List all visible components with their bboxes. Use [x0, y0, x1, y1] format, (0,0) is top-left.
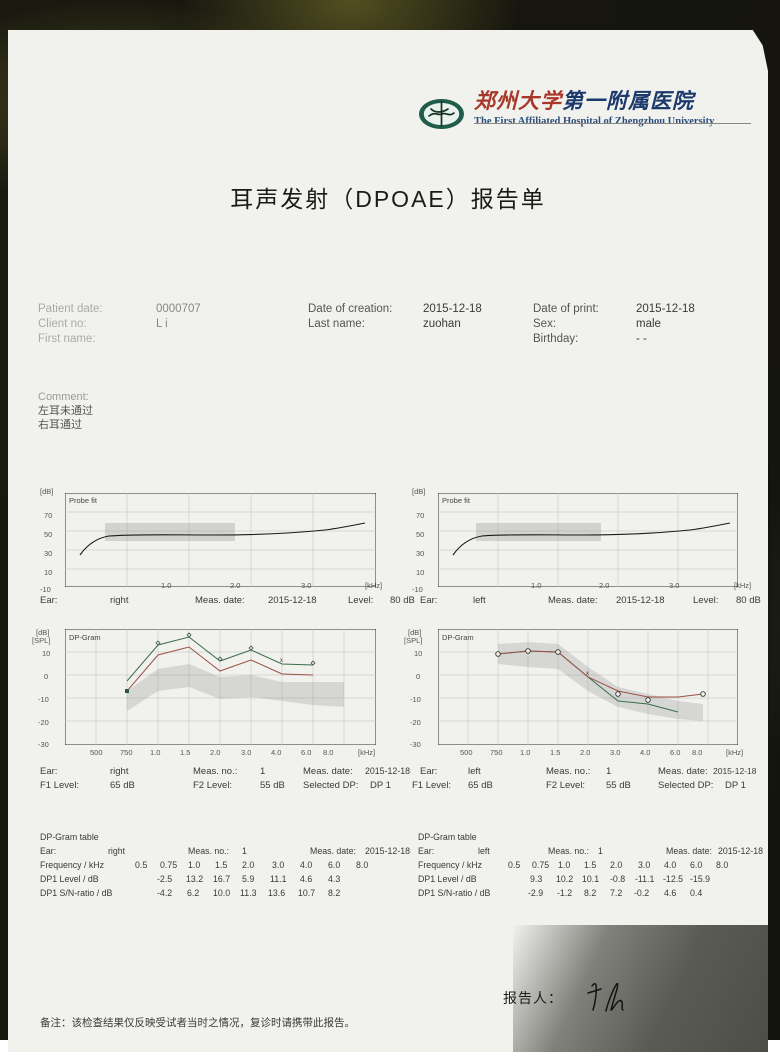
svg-text:Probe fit: Probe fit [69, 496, 98, 505]
svg-text:DP-Gram: DP-Gram [69, 633, 101, 642]
svg-text:x: x [586, 671, 589, 677]
svg-text:DP-Gram: DP-Gram [442, 633, 474, 642]
svg-text:Probe fit: Probe fit [442, 496, 471, 505]
svg-text:x: x [280, 658, 283, 664]
